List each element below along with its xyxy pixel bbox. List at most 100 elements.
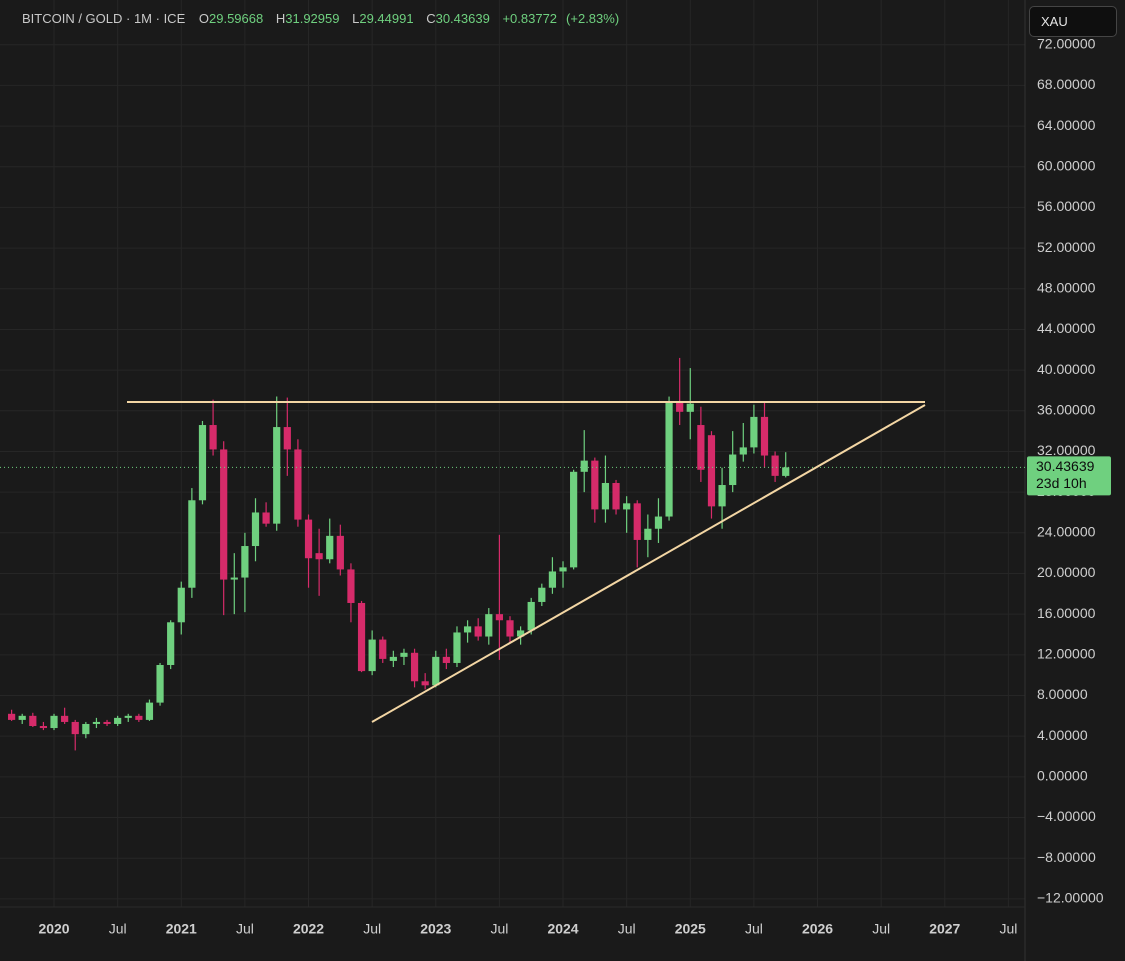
x-tick-label: Jul <box>872 921 890 937</box>
x-tick-label: 2024 <box>547 921 578 937</box>
candle-body <box>633 503 641 540</box>
candle-body <box>389 656 397 661</box>
x-tick-label: Jul <box>745 921 763 937</box>
candle-body <box>644 528 652 540</box>
candle-body <box>357 602 366 672</box>
candle-body <box>495 614 503 621</box>
candle-body <box>750 416 758 448</box>
y-tick-label: 72.00000 <box>1037 35 1096 51</box>
ohlc-letter: O <box>198 11 209 26</box>
candle-body <box>485 614 493 637</box>
candle-body <box>527 601 535 631</box>
candle-body <box>188 500 196 588</box>
x-tick-label: 2021 <box>166 921 197 937</box>
candle-body <box>538 587 546 602</box>
candle-body <box>623 503 631 510</box>
y-tick-label: 52.00000 <box>1037 239 1096 255</box>
candle-body <box>103 721 111 724</box>
y-tick-label: 64.00000 <box>1037 117 1096 133</box>
x-tick-label: Jul <box>618 921 636 937</box>
candle-body <box>315 553 323 560</box>
candle-body <box>283 427 291 450</box>
candle-body <box>71 721 79 735</box>
candle-body <box>50 715 58 729</box>
x-tick-label: Jul <box>999 921 1017 937</box>
candle-body <box>273 427 281 524</box>
candle-body <box>739 447 747 455</box>
candle-body <box>18 715 26 720</box>
candle-body <box>167 622 175 665</box>
candle-body <box>220 449 228 580</box>
candle-body <box>548 571 557 588</box>
candle-body <box>294 449 302 520</box>
y-tick-label: 32.00000 <box>1037 442 1096 458</box>
candle-body <box>432 656 440 686</box>
candle-body <box>92 721 101 724</box>
candle-body <box>654 516 663 529</box>
candle-body <box>474 626 482 637</box>
candle-body <box>453 632 461 663</box>
candle-body <box>697 425 705 470</box>
candle-body <box>336 535 344 570</box>
candle-body <box>580 460 588 472</box>
x-tick-label: 2027 <box>929 921 960 937</box>
candle-body <box>39 726 48 729</box>
x-tick-label: 2026 <box>802 921 833 937</box>
y-tick-label: 40.00000 <box>1037 361 1096 377</box>
candle-body <box>421 681 429 686</box>
candle-body <box>707 435 716 507</box>
change-percent: (+2.83%) <box>566 11 620 26</box>
candle-body <box>177 587 185 623</box>
candle-body <box>718 485 726 507</box>
ohlc-letter: H <box>275 11 286 26</box>
candle-body <box>782 467 790 476</box>
candle-body <box>8 713 16 720</box>
candle-body <box>209 425 217 450</box>
candle-body <box>612 482 620 510</box>
y-tick-label: −8.00000 <box>1037 849 1096 865</box>
ohlc-value: 31.92959 <box>285 11 340 26</box>
ohlc-value: 29.59668 <box>209 11 264 26</box>
x-tick-label: Jul <box>490 921 508 937</box>
y-tick-label: 4.00000 <box>1037 727 1088 743</box>
y-tick-label: 0.00000 <box>1037 768 1088 784</box>
candle-body <box>760 416 769 456</box>
currency-button[interactable]: XAU <box>1029 6 1117 37</box>
candle-body <box>410 652 419 682</box>
y-tick-label: 44.00000 <box>1037 320 1096 336</box>
candle-body <box>559 567 567 572</box>
candles <box>0 357 1025 751</box>
y-tick-label: 20.00000 <box>1037 564 1096 580</box>
candle-body <box>135 715 143 720</box>
grid <box>0 0 1025 907</box>
candle-body <box>114 717 122 724</box>
candle-body <box>82 723 90 735</box>
y-tick-label: −4.00000 <box>1037 808 1096 824</box>
candle-body <box>230 577 238 580</box>
candle-body <box>686 403 694 412</box>
candle-body <box>676 401 684 412</box>
candle-body <box>61 715 69 722</box>
candle-body <box>156 664 164 703</box>
candle-body <box>304 519 313 559</box>
candle-body <box>241 546 249 578</box>
candle-body <box>251 512 260 547</box>
candle-body <box>124 715 132 718</box>
y-tick-label: 68.00000 <box>1037 76 1096 92</box>
candle-body <box>145 702 154 720</box>
candle-body <box>506 620 514 637</box>
candle-body <box>570 471 578 568</box>
y-tick-label: 16.00000 <box>1037 605 1096 621</box>
symbol-title: BITCOIN / GOLD · 1M · ICE <box>22 11 186 26</box>
y-tick-label: 24.00000 <box>1037 524 1096 540</box>
candle-body <box>601 482 610 510</box>
candle-body <box>326 535 334 560</box>
x-tick-label: 2025 <box>675 921 706 937</box>
candle-body <box>262 512 270 524</box>
y-tick-label: 8.00000 <box>1037 686 1088 702</box>
x-tick-label: Jul <box>236 921 254 937</box>
candle-body <box>517 630 525 637</box>
legend-header: BITCOIN / GOLD · 1M · ICE O29.59668 H31.… <box>22 11 628 26</box>
candle-body <box>400 652 408 657</box>
